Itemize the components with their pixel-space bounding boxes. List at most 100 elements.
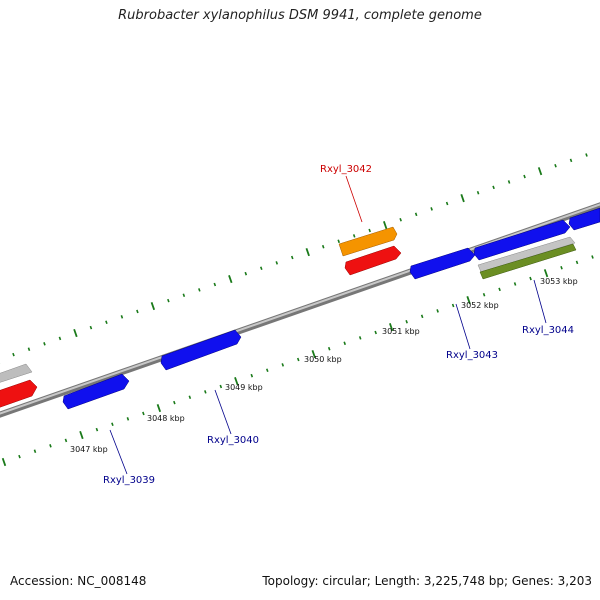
genome-summary-text: Topology: circular; Length: 3,225,748 bp… [262, 574, 592, 588]
minor-tick [265, 368, 269, 373]
minor-tick [358, 336, 362, 340]
major-tick [311, 350, 316, 359]
minor-tick [575, 260, 579, 265]
genome-title: Rubrobacter xylanophilus DSM 9941, compl… [118, 8, 482, 23]
gene-arrow[interactable] [0, 379, 38, 409]
gene-arrow-rxyl-3039[interactable] [62, 373, 130, 410]
minor-tick [105, 320, 108, 325]
minor-tick [12, 352, 15, 357]
kbp-label: 3048 kbp [147, 414, 185, 423]
tick-ruler-lower [1, 255, 594, 467]
minor-tick [451, 303, 455, 308]
minor-tick [405, 319, 408, 324]
kbp-label: 3052 kbp [461, 301, 499, 310]
gene-label-rxyl-3039[interactable]: Rxyl_3039 [103, 475, 155, 486]
minor-tick [327, 346, 331, 351]
gene-arrow[interactable] [0, 363, 33, 384]
gene-arrow[interactable] [473, 219, 571, 261]
kbp-labels: 3047 kbp 3048 kbp 3049 kbp 3050 kbp 3051… [70, 277, 578, 454]
minor-tick [430, 207, 433, 211]
minor-tick [523, 174, 526, 179]
minor-tick [64, 438, 68, 443]
label-leaders [109, 175, 547, 475]
gene-arrow-rxyl-3043[interactable] [409, 247, 476, 280]
minor-tick [58, 336, 62, 341]
minor-tick [445, 201, 449, 206]
minor-tick [436, 309, 439, 313]
gene-arrow[interactable] [479, 243, 577, 280]
gene-label-rxyl-3040[interactable]: Rxyl_3040 [207, 435, 259, 446]
major-tick [156, 403, 162, 413]
minor-tick [585, 153, 588, 157]
gene-arrow-rxyl-3042[interactable] [338, 226, 398, 257]
major-tick [1, 457, 7, 467]
minor-tick [33, 449, 37, 453]
minor-tick [259, 266, 263, 271]
major-tick [228, 274, 233, 284]
minor-tick [167, 298, 170, 303]
minor-tick [173, 400, 176, 405]
minor-tick [560, 265, 563, 270]
minor-tick [95, 427, 99, 432]
major-tick [305, 248, 310, 257]
major-tick [460, 194, 465, 203]
minor-tick [126, 417, 130, 421]
minor-tick [27, 347, 31, 351]
kbp-label: 3047 kbp [70, 445, 108, 454]
minor-tick [492, 185, 495, 190]
minor-tick [337, 239, 340, 244]
minor-tick [414, 212, 418, 217]
minor-tick [591, 255, 594, 259]
major-tick [234, 376, 239, 386]
minor-tick [482, 292, 486, 297]
minor-tick [498, 287, 501, 292]
major-tick [73, 328, 78, 338]
major-tick [150, 301, 156, 311]
gene-arrow[interactable] [568, 207, 600, 231]
minor-tick [476, 190, 480, 195]
minor-tick [399, 217, 402, 222]
kbp-label: 3050 kbp [304, 355, 342, 364]
backbone [0, 202, 600, 418]
tick-ruler-upper [0, 153, 588, 364]
minor-tick [43, 342, 46, 346]
minor-tick [368, 228, 371, 233]
major-tick [79, 430, 84, 440]
major-tick [389, 323, 394, 332]
minor-tick [142, 411, 145, 416]
gene-label-rxyl-3043[interactable]: Rxyl_3043 [446, 350, 498, 361]
minor-tick [204, 390, 207, 394]
gene-labels: Rxyl_3039 Rxyl_3040 Rxyl_3042 Rxyl_3043 … [103, 164, 574, 486]
minor-tick [554, 163, 557, 168]
gene-label-rxyl-3044[interactable]: Rxyl_3044 [522, 325, 574, 336]
minor-tick [281, 363, 285, 367]
major-tick [543, 269, 549, 278]
minor-tick [213, 282, 217, 287]
accession-text: Accession: NC_008148 [10, 574, 147, 588]
gene-arrow-rxyl-3044[interactable] [477, 236, 576, 273]
gene-arrow-rxyl-3040[interactable] [160, 329, 242, 371]
minor-tick [290, 255, 294, 260]
minor-tick [136, 309, 139, 314]
gene-arrow[interactable] [344, 245, 402, 276]
major-tick [537, 167, 543, 176]
minor-tick [321, 244, 325, 249]
gene-label-rxyl-3042[interactable]: Rxyl_3042 [320, 164, 372, 175]
minor-tick [343, 341, 346, 346]
major-tick [383, 221, 388, 230]
minor-tick [507, 180, 511, 184]
minor-tick [529, 276, 532, 281]
major-tick [466, 296, 471, 305]
minor-tick [219, 384, 223, 389]
minor-tick [89, 325, 93, 330]
minor-tick [18, 454, 21, 459]
minor-tick [250, 373, 254, 378]
minor-tick [188, 395, 192, 400]
minor-tick [244, 271, 248, 276]
minor-tick [111, 422, 114, 427]
kbp-label: 3051 kbp [382, 327, 420, 336]
minor-tick [352, 234, 356, 238]
minor-tick [513, 282, 517, 286]
minor-tick [182, 293, 186, 298]
